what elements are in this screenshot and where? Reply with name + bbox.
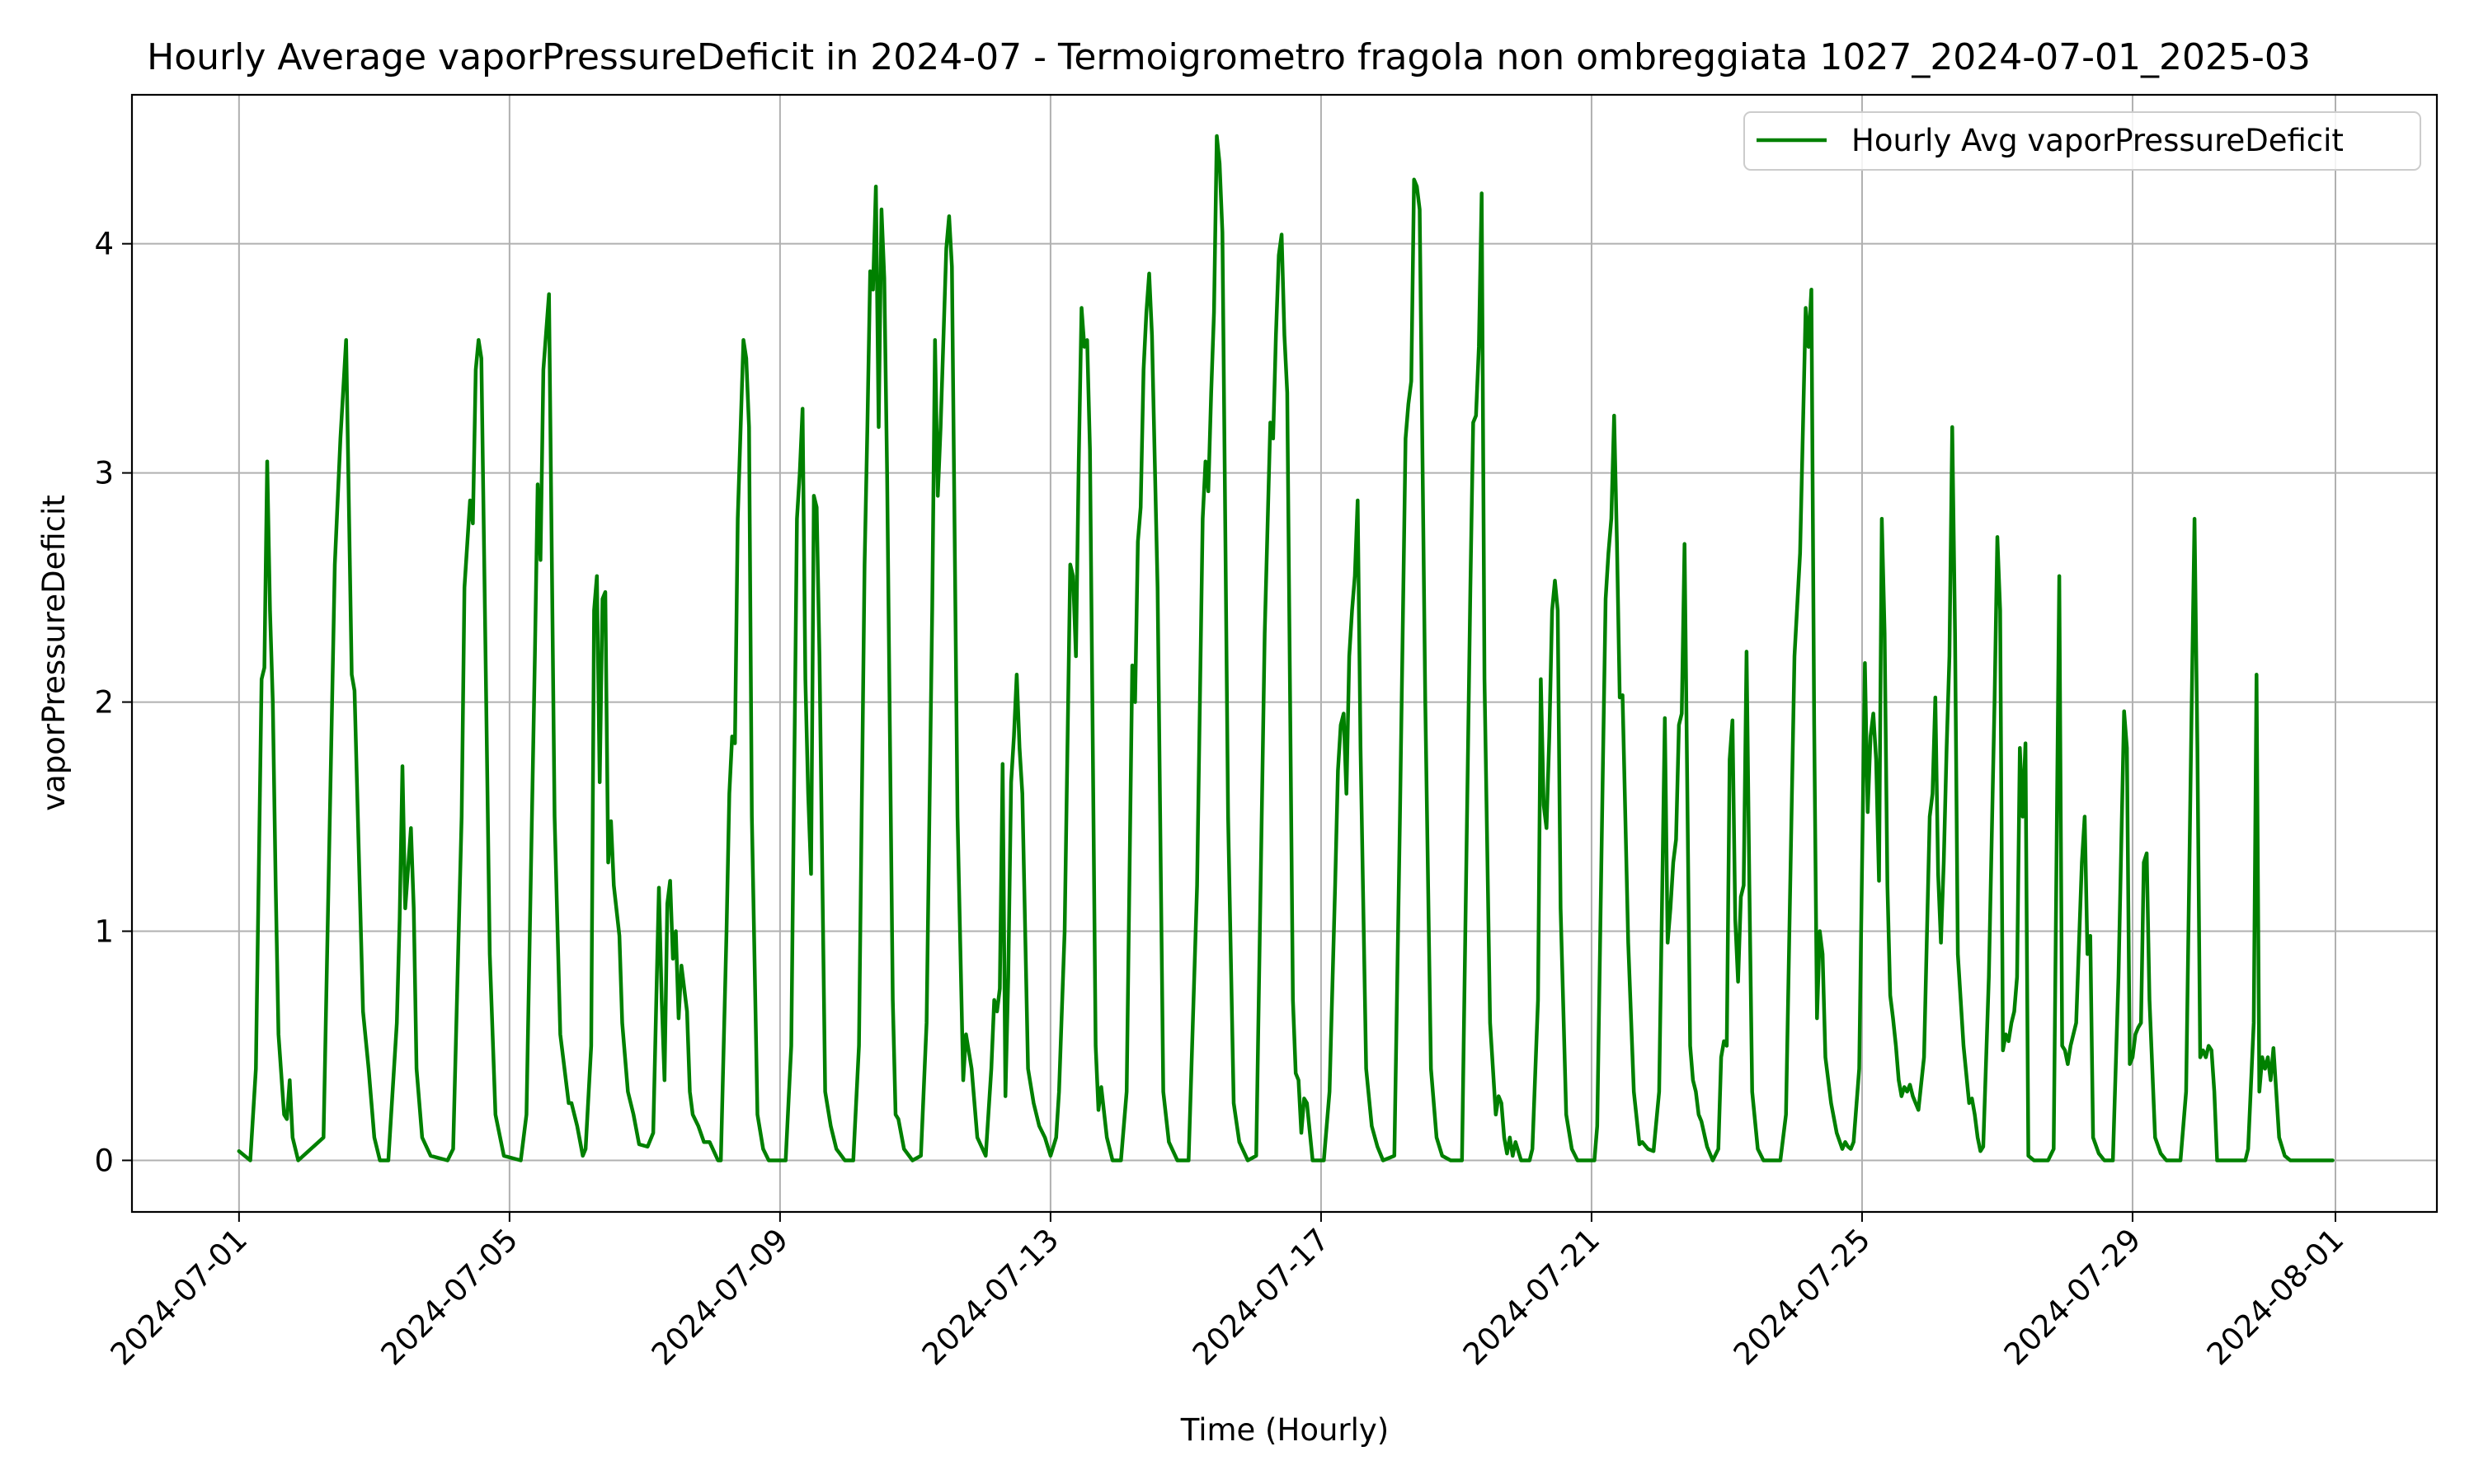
y-tick-label: 3 <box>94 456 114 491</box>
legend-box <box>1743 111 2421 171</box>
grid-lines <box>132 95 2437 1212</box>
plot-frame <box>130 93 2439 1214</box>
series-line <box>237 134 2335 1162</box>
y-axis-label: vaporPressureDeficit <box>36 495 72 811</box>
y-tick-label: 0 <box>94 1143 114 1178</box>
y-tick-label: 2 <box>94 685 114 721</box>
y-tick-label: 4 <box>94 227 114 262</box>
x-axis-label: Time (Hourly) <box>1180 1412 1389 1448</box>
legend: Hourly Avg vaporPressureDeficit <box>1743 111 2421 171</box>
y-tick-label: 1 <box>94 914 114 950</box>
series-layer <box>237 134 2335 1162</box>
chart-title: Hourly Average vaporPressureDeficit in 2… <box>147 36 2311 78</box>
legend-label: Hourly Avg vaporPressureDeficit <box>1851 123 2344 158</box>
